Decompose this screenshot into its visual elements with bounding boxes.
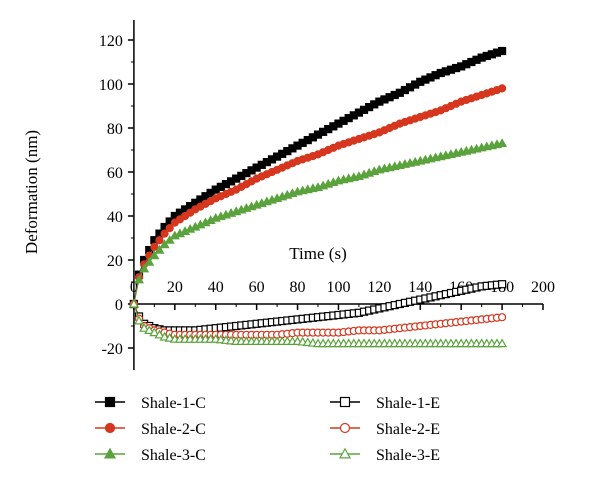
x-tick-label: 100 — [326, 279, 350, 296]
series-shale-3-e — [128, 298, 508, 348]
data-point — [497, 280, 507, 289]
x-tick-label: 0 — [130, 279, 138, 296]
legend-item: Shale-1-E — [330, 395, 440, 412]
legend-marker — [104, 396, 116, 408]
legend-marker — [339, 396, 351, 408]
data-point — [497, 338, 508, 348]
x-tick-label: 40 — [208, 279, 224, 296]
series-line — [133, 142, 503, 305]
y-tick-label: 120 — [99, 33, 123, 50]
data-point — [497, 84, 507, 93]
y-tick-label: 20 — [107, 253, 123, 270]
x-tick-label: 80 — [290, 279, 306, 296]
data-point — [133, 274, 145, 284]
y-axis-title: Deformation (nm) — [22, 130, 41, 254]
data-point — [160, 229, 169, 238]
legend-item: Shale-2-C — [95, 421, 206, 438]
y-tick-label: 0 — [115, 297, 123, 314]
data-point — [154, 244, 165, 254]
x-tick-label: 60 — [249, 279, 265, 296]
y-tick-label: 40 — [107, 209, 123, 226]
axes-layer: -200204060801001200204060801001201401601… — [99, 20, 555, 370]
legend-marker — [104, 422, 116, 434]
data-point — [144, 325, 155, 334]
data-point — [165, 224, 174, 233]
series-shale-3-c — [128, 138, 508, 308]
data-point — [164, 235, 175, 244]
x-tick-label: 120 — [367, 279, 391, 296]
data-point — [149, 327, 160, 337]
legend: Shale-1-C Shale-1-E Shale-2-C Shale-2-E Shal… — [95, 395, 440, 464]
legend-label: Shale-3-E — [376, 447, 440, 464]
data-point — [150, 242, 159, 251]
series-layer — [128, 46, 508, 348]
legend-item: Shale-3-E — [330, 447, 440, 464]
data-point — [497, 138, 508, 147]
data-point — [139, 263, 150, 273]
data-point — [139, 323, 150, 332]
series-line — [133, 50, 503, 305]
legend-marker — [339, 422, 351, 434]
legend-item: Shale-1-C — [95, 395, 206, 412]
x-tick-label: 20 — [167, 279, 183, 296]
series-shale-1-c — [129, 46, 507, 309]
y-tick-label: 80 — [107, 121, 123, 138]
data-point — [155, 236, 164, 245]
legend-item: Shale-2-E — [330, 421, 440, 438]
data-point — [128, 298, 139, 308]
data-point — [159, 239, 170, 249]
data-point — [149, 250, 160, 260]
y-tick-label: 60 — [107, 165, 123, 182]
series-shale-2-e — [129, 299, 507, 339]
series-shale-2-c — [129, 84, 507, 309]
data-point — [144, 257, 155, 266]
legend-label: Shale-2-C — [141, 421, 206, 438]
data-point — [159, 331, 170, 341]
legend-marker — [103, 447, 117, 459]
data-point — [133, 315, 145, 325]
legend-marker — [338, 447, 352, 459]
y-tick-label: -20 — [102, 341, 123, 358]
legend-label: Shale-1-C — [141, 395, 206, 412]
legend-label: Shale-3-C — [141, 447, 206, 464]
x-axis-title: Time (s) — [289, 244, 346, 263]
data-point — [497, 313, 507, 322]
x-tick-label: 200 — [531, 279, 555, 296]
legend-label: Shale-2-E — [376, 421, 440, 438]
y-tick-label: 100 — [99, 77, 123, 94]
series-shale-1-e — [129, 280, 507, 335]
data-point — [154, 329, 165, 339]
data-point — [497, 46, 507, 56]
legend-item: Shale-3-C — [95, 447, 206, 464]
x-tick-label: 140 — [408, 279, 432, 296]
series-line — [133, 87, 503, 305]
data-point — [164, 332, 175, 342]
legend-label: Shale-1-E — [376, 395, 440, 412]
